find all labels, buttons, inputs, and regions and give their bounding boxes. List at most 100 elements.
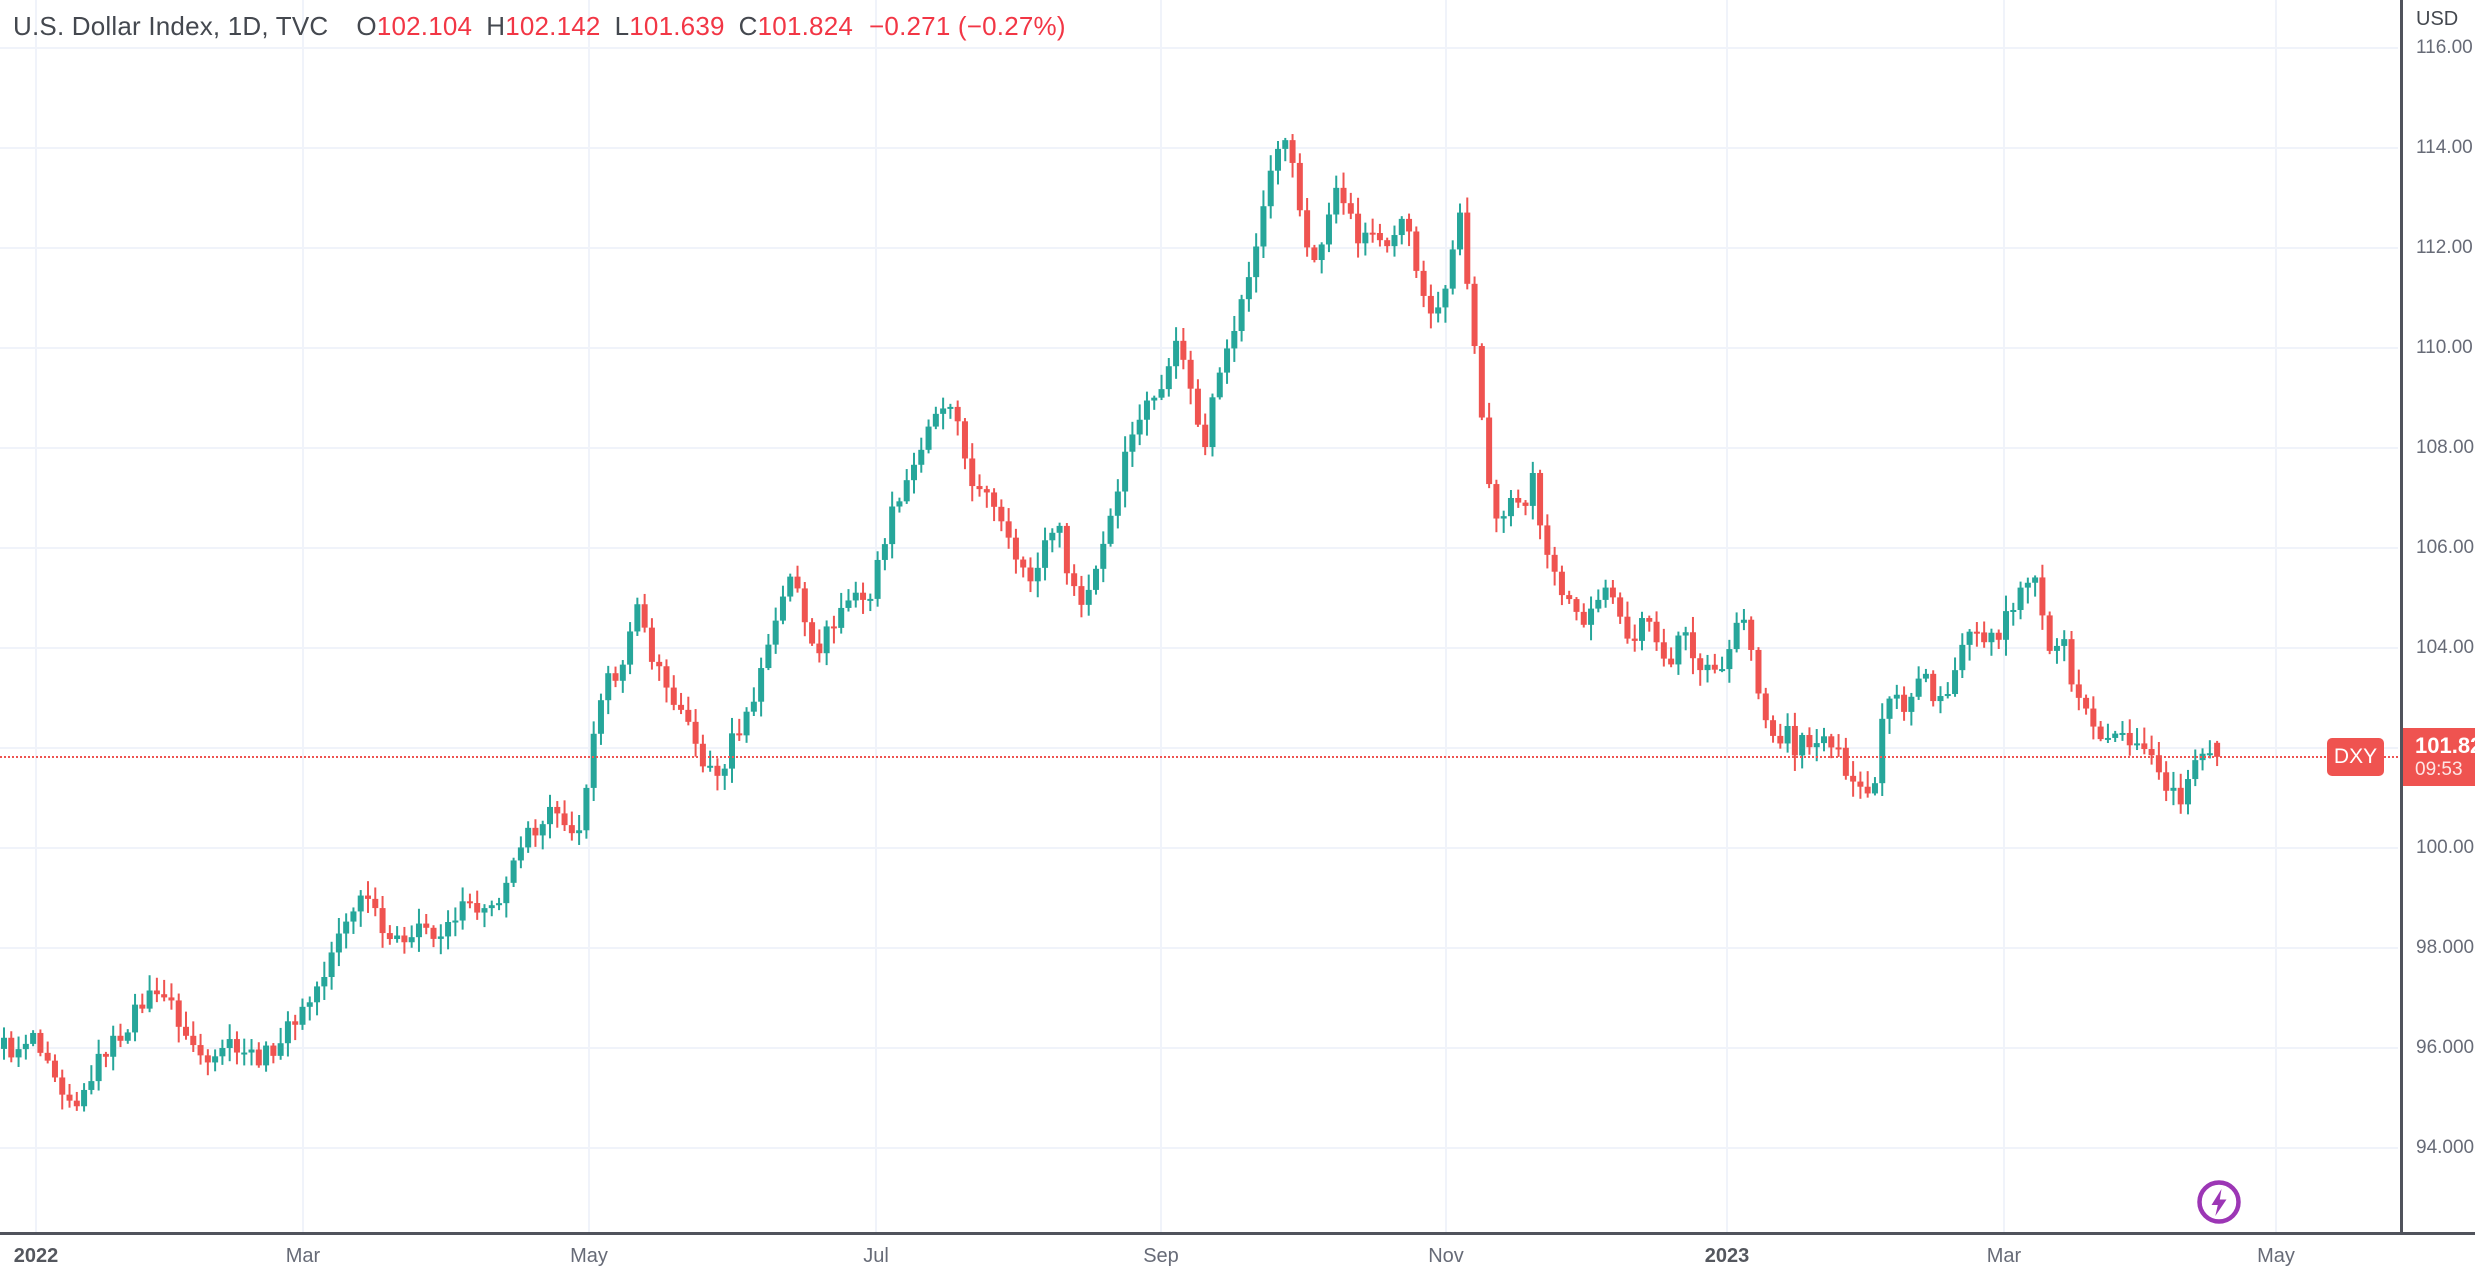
- candle-body: [758, 668, 765, 702]
- candle-body: [2075, 684, 2082, 698]
- candle-body: [1049, 532, 1056, 541]
- candle-body: [1697, 658, 1704, 671]
- candle-body: [51, 1060, 58, 1078]
- candle-body: [212, 1056, 219, 1063]
- candle-body: [1981, 632, 1988, 643]
- candle-body: [1740, 619, 1747, 623]
- time-tick-label: Nov: [1428, 1245, 1464, 1267]
- candle-body: [2039, 577, 2046, 616]
- candle-body: [481, 908, 488, 913]
- candle-body: [779, 596, 786, 621]
- candle-body: [1901, 694, 1908, 712]
- candle-body: [1799, 735, 1806, 756]
- candle-body: [714, 765, 721, 776]
- candle-body: [2017, 587, 2024, 611]
- candle-body: [2185, 779, 2191, 805]
- candle-body: [918, 449, 925, 465]
- price-tick-label: 110.00: [2416, 337, 2473, 358]
- candle-body: [1398, 218, 1405, 236]
- candle-body: [1493, 484, 1500, 519]
- candle-body: [1391, 235, 1398, 247]
- time-tick-label: 2022: [13, 1245, 59, 1267]
- candle-body: [466, 901, 473, 904]
- candle-body: [1034, 567, 1041, 582]
- candle-body: [1042, 540, 1049, 568]
- candlestick-canvas[interactable]: [0, 0, 2398, 1232]
- candle-body: [1952, 670, 1959, 695]
- symbol-title[interactable]: U.S. Dollar Index, 1D, TVC: [13, 11, 329, 41]
- candle-body: [1937, 696, 1944, 702]
- candle-body: [2192, 760, 2199, 780]
- candle-body: [357, 895, 364, 912]
- candle-body: [1791, 725, 1798, 756]
- candle-body: [2141, 743, 2148, 750]
- candle-body: [2068, 639, 2075, 685]
- ohlc-close: C101.824: [738, 11, 854, 41]
- candle-body: [947, 406, 954, 409]
- candle-body: [1449, 249, 1456, 289]
- time-tick-label: 2023: [1704, 1245, 1750, 1267]
- candle-body: [1821, 736, 1827, 744]
- candle-body: [721, 768, 728, 776]
- chart-pane[interactable]: U.S. Dollar Index, 1D, TVC O102.104 H102.1…: [0, 0, 2400, 1232]
- candle-body: [1333, 187, 1340, 215]
- candle-body: [8, 1037, 15, 1058]
- candle-body: [1457, 212, 1463, 250]
- candle-body: [729, 733, 735, 769]
- candle-body: [1944, 694, 1951, 697]
- candle-body: [445, 921, 452, 937]
- candle-body: [1369, 232, 1376, 235]
- candle-body: [1340, 187, 1347, 204]
- candle-body: [823, 626, 830, 654]
- candle-body: [692, 721, 699, 744]
- time-tick-label: May: [570, 1245, 608, 1267]
- candle-body: [991, 492, 998, 507]
- candle-body: [656, 661, 663, 667]
- candle-body: [474, 903, 481, 913]
- time-tick-label: Mar: [285, 1245, 321, 1267]
- candle-body: [1093, 568, 1099, 590]
- time-tick-label: Sep: [1143, 1245, 1179, 1267]
- candle-body: [2046, 615, 2053, 651]
- candle-body: [190, 1035, 197, 1046]
- candle-body: [430, 927, 437, 939]
- candle-body: [1566, 595, 1573, 600]
- candle-body: [73, 1100, 80, 1107]
- candle-body: [830, 626, 837, 629]
- candle-body: [153, 990, 160, 995]
- candle-body: [1202, 424, 1209, 448]
- candle-body: [2126, 732, 2133, 746]
- candle-body: [1842, 747, 1849, 776]
- candle-body: [750, 701, 757, 712]
- candle-body: [2083, 697, 2090, 709]
- candle-body: [1507, 497, 1514, 517]
- candle-body: [561, 813, 568, 826]
- candle-body: [1442, 288, 1449, 308]
- candle-body: [1908, 696, 1915, 712]
- candle-body: [306, 1002, 313, 1007]
- candle-body: [554, 806, 561, 814]
- candle-body: [1107, 515, 1114, 544]
- candle-body: [81, 1089, 88, 1107]
- candle-body: [874, 559, 881, 599]
- candle-body: [2061, 639, 2068, 646]
- candle-body: [1376, 233, 1383, 241]
- lightning-bolt-button[interactable]: [2195, 1178, 2243, 1226]
- candle-body: [183, 1026, 189, 1036]
- candle-body: [1085, 589, 1092, 605]
- candle-body: [539, 824, 546, 836]
- candle-body: [1835, 747, 1842, 750]
- candle-body: [1748, 619, 1755, 650]
- candle-body: [1471, 283, 1478, 347]
- price-axis[interactable]: USD 116.00 114.00 112.00 110.00 108.00 106.00…: [2400, 0, 2475, 1280]
- candle-body: [889, 506, 896, 545]
- candle-body: [932, 413, 939, 427]
- candle-body: [1020, 559, 1027, 568]
- candle-body: [1733, 622, 1740, 650]
- time-axis[interactable]: 2022 Mar May Jul Sep Nov 2023 Mar May: [0, 1232, 2475, 1280]
- candle-body: [22, 1043, 29, 1050]
- candle-body: [1194, 388, 1201, 425]
- candle-body: [263, 1045, 270, 1066]
- candle-body: [619, 664, 626, 681]
- candle-body: [139, 1004, 146, 1009]
